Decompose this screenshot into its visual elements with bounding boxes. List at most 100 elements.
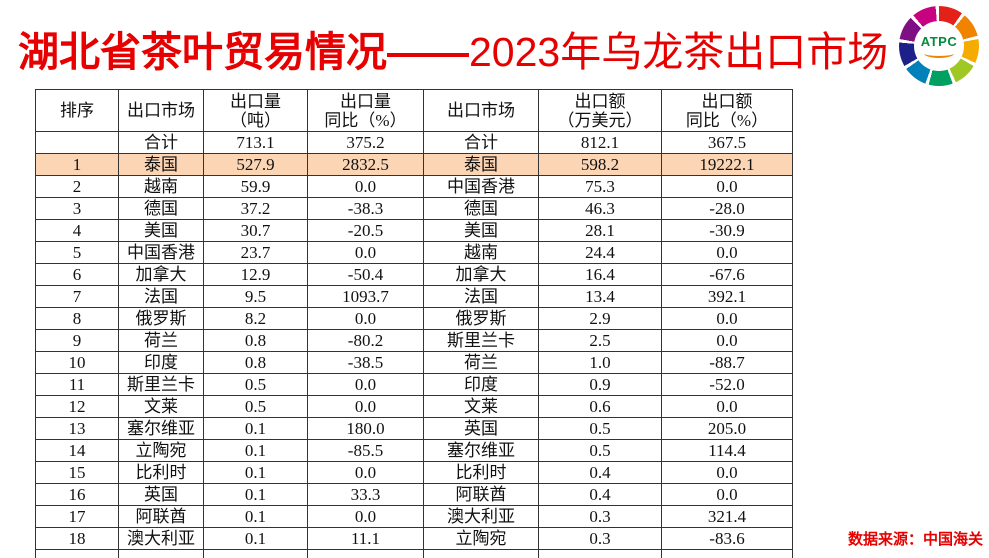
table-cell: 114.4 xyxy=(662,440,793,462)
table-cell xyxy=(539,550,662,558)
table-row-partial xyxy=(36,550,793,558)
table-cell xyxy=(119,550,204,558)
export-market-table: 排序出口市场出口量 （吨）出口量 同比（%）出口市场出口额 （万美元）出口额 同… xyxy=(35,89,793,558)
table-cell: 14 xyxy=(36,440,119,462)
table-cell: 立陶宛 xyxy=(119,440,204,462)
table-cell: 3 xyxy=(36,198,119,220)
table-cell: 0.9 xyxy=(539,374,662,396)
table-header: 排序出口市场出口量 （吨）出口量 同比（%）出口市场出口额 （万美元）出口额 同… xyxy=(36,90,793,132)
table-cell: 16.4 xyxy=(539,264,662,286)
table-cell: 37.2 xyxy=(204,198,308,220)
table-cell: -67.6 xyxy=(662,264,793,286)
table-cell: 加拿大 xyxy=(424,264,539,286)
table-cell: 12 xyxy=(36,396,119,418)
table-cell: 泰国 xyxy=(424,154,539,176)
table-cell: 英国 xyxy=(424,418,539,440)
table-cell: -88.7 xyxy=(662,352,793,374)
table-cell: 13.4 xyxy=(539,286,662,308)
table-cell: 加拿大 xyxy=(119,264,204,286)
table-cell: 立陶宛 xyxy=(424,528,539,550)
table-cell: 文莱 xyxy=(424,396,539,418)
table-cell: 30.7 xyxy=(204,220,308,242)
table-cell: 0.0 xyxy=(662,484,793,506)
table-cell: 392.1 xyxy=(662,286,793,308)
table-cell: 0.3 xyxy=(539,506,662,528)
table-cell: 1 xyxy=(36,154,119,176)
table-cell: 比利时 xyxy=(424,462,539,484)
table-cell: 0.5 xyxy=(539,418,662,440)
logo-core: ATPC xyxy=(914,21,964,71)
title-main: 湖北省茶叶贸易情况—— xyxy=(18,29,469,75)
table-cell: 2832.5 xyxy=(308,154,424,176)
data-source-note: 数据来源：中国海关 xyxy=(848,528,983,549)
table-cell: 598.2 xyxy=(539,154,662,176)
table-cell: 中国香港 xyxy=(119,242,204,264)
table-cell: 812.1 xyxy=(539,132,662,154)
table-cell: 0.8 xyxy=(204,330,308,352)
table-cell: 美国 xyxy=(119,220,204,242)
table-cell: 33.3 xyxy=(308,484,424,506)
column-header: 出口市场 xyxy=(424,90,539,132)
table-cell: 24.4 xyxy=(539,242,662,264)
table-cell: 7 xyxy=(36,286,119,308)
table-cell: 0.1 xyxy=(204,462,308,484)
table-cell: 2.5 xyxy=(539,330,662,352)
table-cell: 0.0 xyxy=(308,374,424,396)
atpc-logo: ATPC xyxy=(899,6,979,86)
table-cell: 0.1 xyxy=(204,506,308,528)
table-cell: 75.3 xyxy=(539,176,662,198)
table-cell xyxy=(36,550,119,558)
table-cell xyxy=(424,550,539,558)
table-cell: 0.4 xyxy=(539,484,662,506)
table-cell: 斯里兰卡 xyxy=(119,374,204,396)
table-cell: 375.2 xyxy=(308,132,424,154)
title-sub: 2023年乌龙茶出口市场 xyxy=(469,29,888,75)
table-cell xyxy=(308,550,424,558)
table-cell: 13 xyxy=(36,418,119,440)
table-cell: -50.4 xyxy=(308,264,424,286)
table-cell: 0.0 xyxy=(308,396,424,418)
table-cell: 0.0 xyxy=(308,506,424,528)
table-cell: 俄罗斯 xyxy=(424,308,539,330)
table-cell: -38.5 xyxy=(308,352,424,374)
logo-text: ATPC xyxy=(921,35,957,48)
table-cell: 斯里兰卡 xyxy=(424,330,539,352)
table-cell: 16 xyxy=(36,484,119,506)
table-cell: 527.9 xyxy=(204,154,308,176)
table-cell: 德国 xyxy=(119,198,204,220)
table-cell: 印度 xyxy=(424,374,539,396)
column-header: 出口额 同比（%） xyxy=(662,90,793,132)
table-cell: -30.9 xyxy=(662,220,793,242)
column-header: 出口额 （万美元） xyxy=(539,90,662,132)
table-cell: 美国 xyxy=(424,220,539,242)
table-cell: 法国 xyxy=(119,286,204,308)
table-cell xyxy=(36,132,119,154)
table-cell: 12.9 xyxy=(204,264,308,286)
table-cell: 28.1 xyxy=(539,220,662,242)
table-cell: 合计 xyxy=(424,132,539,154)
table-cell: 9.5 xyxy=(204,286,308,308)
table-cell: 5 xyxy=(36,242,119,264)
table-cell: 0.0 xyxy=(662,176,793,198)
table-cell: 0.8 xyxy=(204,352,308,374)
table-cell: 0.3 xyxy=(539,528,662,550)
table-cell: 越南 xyxy=(424,242,539,264)
table-cell: 中国香港 xyxy=(424,176,539,198)
table-cell xyxy=(204,550,308,558)
table-cell: 713.1 xyxy=(204,132,308,154)
table-cell: 泰国 xyxy=(119,154,204,176)
table-cell: 0.0 xyxy=(308,462,424,484)
table-cell: 0.1 xyxy=(204,484,308,506)
table-cell: 8 xyxy=(36,308,119,330)
table-cell: 俄罗斯 xyxy=(119,308,204,330)
